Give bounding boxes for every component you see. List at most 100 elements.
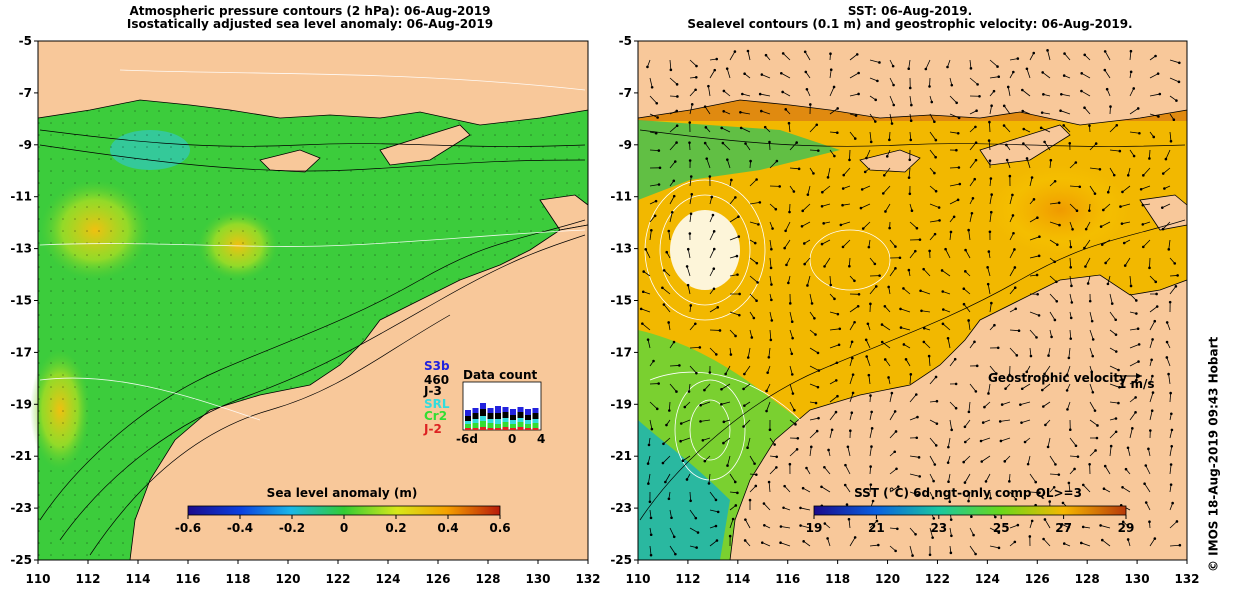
velocity-arrow-head (790, 373, 794, 376)
velocity-arrow (782, 91, 791, 97)
velocity-arrow (743, 383, 751, 390)
velocity-arrow-head (675, 109, 679, 113)
velocity-arrow (642, 323, 651, 331)
velocity-arrow-head (703, 459, 707, 463)
velocity-arrow-head (928, 85, 931, 88)
velocity-arrow-head (1020, 387, 1024, 391)
velocity-arrow (1169, 286, 1177, 295)
velocity-arrow (1069, 455, 1078, 458)
velocity-arrow-head (715, 353, 718, 356)
velocity-arrow-head (678, 364, 681, 367)
velocity-arrow-head (914, 393, 918, 396)
velocity-arrow-head (885, 155, 889, 158)
velocity-arrow-head (642, 270, 645, 273)
velocity-scale-label: 1 m/s (1118, 377, 1155, 391)
velocity-arrow-head (924, 67, 928, 71)
velocity-arrow-head (884, 210, 887, 213)
velocity-arrow-head (987, 139, 991, 142)
velocity-arrow-head (653, 214, 657, 218)
left-title-line1: Atmospheric pressure contours (2 hPa): 0… (129, 4, 491, 18)
velocity-arrow-head (949, 518, 953, 521)
velocity-arrow-head (1094, 449, 1097, 452)
velocity-arrow-head (779, 525, 783, 528)
velocity-arrow (1047, 437, 1051, 448)
data-count-bar-segment (532, 423, 539, 428)
data-count-bar-segment (472, 419, 479, 423)
velocity-arrow-head (737, 215, 740, 219)
velocity-arrow (1069, 203, 1078, 212)
velocity-arrow-head (1063, 52, 1066, 55)
velocity-arrow (1103, 203, 1111, 211)
velocity-arrow-head (816, 351, 820, 355)
velocity-arrow (1149, 321, 1156, 331)
velocity-arrow-head (714, 524, 718, 528)
velocity-arrow-head (647, 443, 651, 447)
velocity-arrow-head (667, 229, 671, 233)
velocity-arrow (649, 401, 658, 410)
velocity-arrow-head (760, 73, 764, 76)
velocity-arrow-head (1112, 173, 1116, 177)
velocity-arrow-head (1042, 93, 1045, 96)
velocity-arrow-head (888, 226, 891, 230)
velocity-arrow (769, 329, 772, 340)
velocity-arrow-head (979, 439, 983, 443)
velocity-arrow-head (980, 460, 984, 463)
right-title-line1: SST: 06-Aug-2019. (847, 4, 973, 18)
velocity-arrow-head (874, 285, 878, 288)
velocity-arrow (1149, 339, 1153, 349)
velocity-arrow-head (955, 101, 958, 105)
velocity-arrow-head (880, 340, 884, 344)
velocity-arrow-head (993, 323, 996, 327)
velocity-arrow-head (1022, 142, 1025, 145)
velocity-arrow-head (802, 540, 805, 543)
sla-pressure-contours (39, 69, 586, 421)
velocity-arrow-head (1126, 538, 1130, 541)
velocity-arrow-head (861, 227, 865, 230)
velocity-arrow-head (696, 531, 700, 534)
velocity-arrow (881, 324, 891, 331)
velocity-arrow (889, 268, 896, 277)
velocity-arrow (865, 339, 871, 349)
velocity-arrow-head (698, 346, 702, 349)
velocity-arrow-head (841, 187, 845, 190)
velocity-arrow (1023, 143, 1031, 151)
velocity-arrow-head (753, 462, 756, 465)
velocity-arrow-head (731, 517, 735, 521)
velocity-arrow-head (686, 283, 690, 287)
velocity-arrow-head (1160, 206, 1164, 209)
velocity-arrow-head (922, 267, 925, 271)
velocity-arrow-head (1117, 401, 1120, 405)
velocity-arrow-head (997, 531, 1001, 534)
sst-bathymetry (639, 129, 1186, 521)
velocity-arrow (909, 95, 912, 106)
colorbar-tick-label: -0.4 (227, 521, 253, 535)
velocity-arrow (729, 329, 736, 337)
velocity-arrow (789, 329, 794, 339)
velocity-arrow-head (646, 338, 650, 341)
velocity-arrow (1042, 383, 1051, 391)
velocity-arrow (1102, 539, 1111, 547)
velocity-arrow (1109, 149, 1120, 152)
velocity-arrow-head (1118, 149, 1122, 153)
velocity-arrow (844, 484, 851, 493)
velocity-arrow (881, 341, 891, 349)
velocity-arrow-head (1124, 467, 1128, 471)
data-count-bar-segment (502, 427, 509, 430)
velocity-arrow-head (914, 533, 917, 536)
velocity-arrow-head (1047, 354, 1050, 357)
velocity-arrow-head (1151, 374, 1154, 378)
velocity-arrow-head (650, 427, 654, 431)
velocity-arrow (1145, 465, 1151, 475)
velocity-arrow (866, 356, 871, 367)
velocity-arrow (947, 338, 951, 349)
data-count-bars (462, 381, 542, 431)
data-count-xlabel: 0 (508, 432, 516, 446)
velocity-arrow-head (722, 441, 725, 445)
velocity-arrow (749, 275, 758, 283)
velocity-arrow-head (650, 228, 653, 232)
velocity-arrow-head (1171, 501, 1174, 505)
velocity-arrow (1109, 167, 1115, 176)
velocity-arrow-head (952, 215, 956, 219)
velocity-arrow-head (997, 75, 1001, 79)
velocity-arrow-head (712, 267, 716, 271)
